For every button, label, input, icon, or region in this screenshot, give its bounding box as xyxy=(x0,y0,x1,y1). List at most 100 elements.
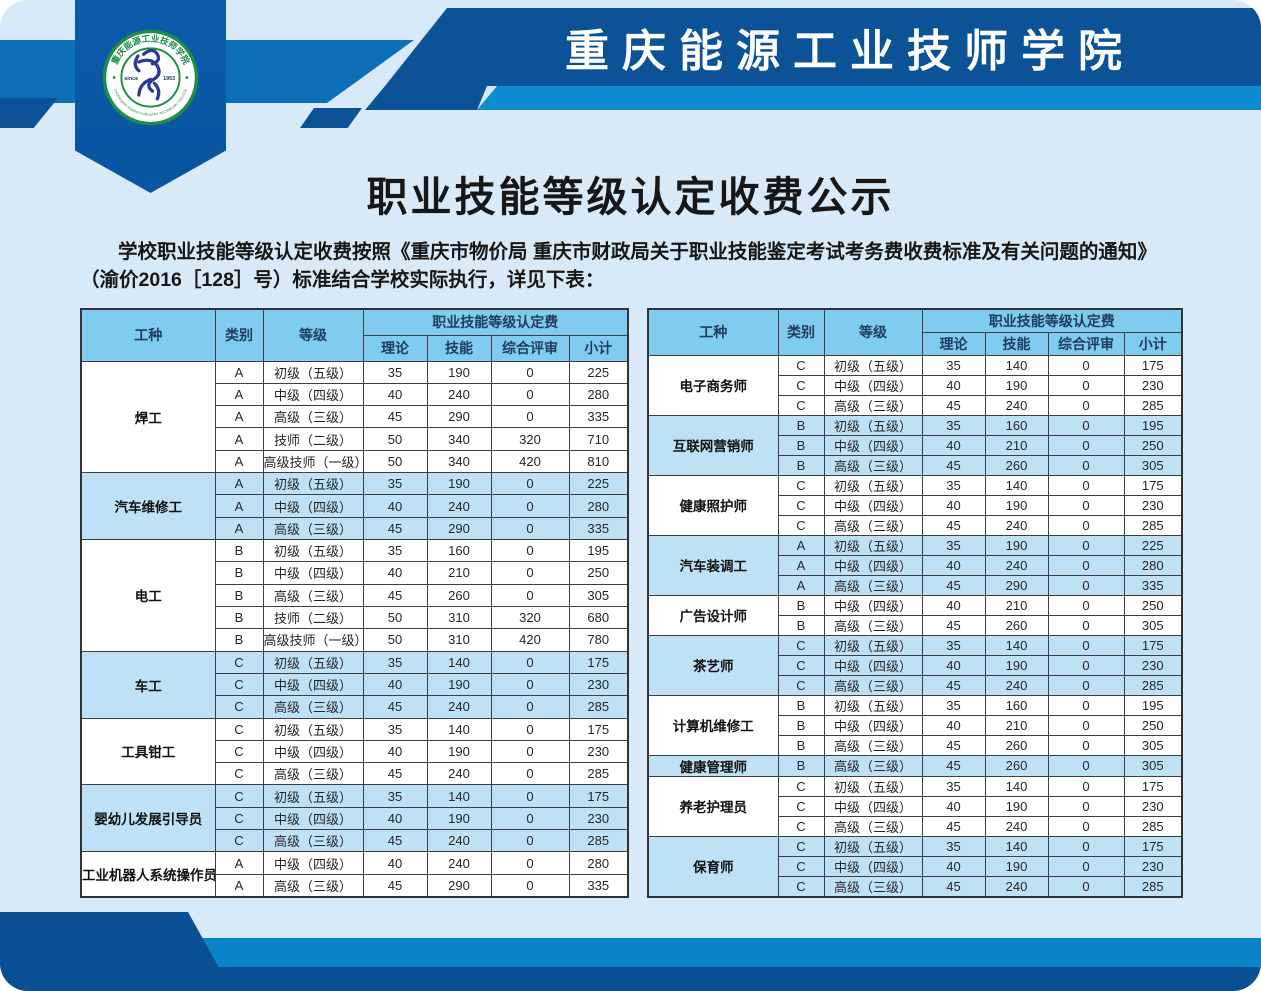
review-fee-cell: 0 xyxy=(1047,494,1125,516)
theory-fee-cell: 40 xyxy=(921,654,986,676)
subtotal-fee-cell: 335 xyxy=(568,405,629,429)
col-header-review: 综合评审 xyxy=(1047,331,1125,356)
theory-fee-cell: 35 xyxy=(362,360,428,384)
skill-fee-cell: 140 xyxy=(984,474,1049,496)
col-header-level: 等级 xyxy=(823,308,923,356)
category-cell: B xyxy=(777,614,825,636)
subtotal-fee-cell: 305 xyxy=(568,583,629,607)
category-cell: B xyxy=(214,605,264,630)
theory-fee-cell: 40 xyxy=(921,594,986,616)
category-cell: C xyxy=(214,762,264,786)
category-cell: C xyxy=(777,795,825,817)
category-cell: B xyxy=(214,538,264,563)
col-header-level: 等级 xyxy=(262,308,364,362)
review-fee-cell: 0 xyxy=(1047,775,1125,797)
theory-fee-cell: 50 xyxy=(362,628,428,652)
review-fee-cell: 0 xyxy=(490,561,570,585)
subtotal-fee-cell: 280 xyxy=(568,494,629,518)
subtotal-fee-cell: 225 xyxy=(1123,534,1183,556)
category-cell: C xyxy=(777,855,825,877)
subtotal-fee-cell: 280 xyxy=(1123,554,1183,576)
theory-fee-cell: 35 xyxy=(921,534,986,556)
level-cell: 高级（三级） xyxy=(262,516,364,541)
level-cell: 中级（四级） xyxy=(823,855,923,877)
level-cell: 技师（二级） xyxy=(262,427,364,451)
subtotal-fee-cell: 230 xyxy=(568,739,629,764)
fee-row: B 高级技师（一级） 50 310 420 780 xyxy=(81,628,629,652)
intro-line-2: （渝价2016［128］号）标准结合学校实际执行，详见下表： xyxy=(80,269,605,291)
skill-fee-cell: 310 xyxy=(426,628,492,652)
skill-fee-cell: 240 xyxy=(984,554,1049,576)
level-cell: 中级（四级） xyxy=(823,714,923,736)
subtotal-fee-cell: 285 xyxy=(1123,815,1183,837)
job-name-cell: 工业机器人系统操作员 xyxy=(80,851,216,897)
category-cell: C xyxy=(214,717,264,741)
subtotal-fee-cell: 230 xyxy=(1123,654,1183,676)
category-cell: C xyxy=(777,815,825,837)
skill-fee-cell: 190 xyxy=(984,795,1049,817)
review-fee-cell: 0 xyxy=(1047,394,1125,416)
subtotal-fee-cell: 250 xyxy=(568,561,629,585)
subtotal-fee-cell: 230 xyxy=(568,672,629,697)
category-cell: C xyxy=(214,784,264,808)
review-fee-cell: 0 xyxy=(1047,754,1125,777)
fee-row: A 中级（四级） 40 240 0 280 xyxy=(81,494,629,518)
review-fee-cell: 0 xyxy=(1047,654,1125,676)
theory-fee-cell: 45 xyxy=(362,695,428,719)
category-cell: B xyxy=(777,594,825,616)
fee-row: C 高级（三级） 45 240 0 285 xyxy=(81,762,629,786)
category-cell: C xyxy=(777,654,825,676)
review-fee-cell: 0 xyxy=(1047,414,1125,436)
skill-fee-cell: 190 xyxy=(984,534,1049,556)
review-fee-cell: 0 xyxy=(490,516,570,541)
review-fee-cell: 0 xyxy=(490,583,570,607)
job-name-cell: 电子商务师 xyxy=(647,354,779,416)
review-fee-cell: 0 xyxy=(1047,374,1125,396)
level-cell: 中级（四级） xyxy=(823,494,923,516)
fee-row: C 高级（三级） 45 240 0 285 xyxy=(81,695,629,719)
level-cell: 高级（三级） xyxy=(823,514,923,536)
category-cell: C xyxy=(777,674,825,696)
review-fee-cell: 0 xyxy=(490,405,570,429)
col-header-category: 类别 xyxy=(214,308,264,362)
fee-row: A 高级（三级） 45 290 0 335 xyxy=(81,516,629,541)
subtotal-fee-cell: 305 xyxy=(1123,754,1183,777)
fee-row: C 高级（三级） 45 240 0 285 xyxy=(648,815,1183,837)
col-header-category: 类别 xyxy=(777,308,825,356)
category-cell: C xyxy=(214,829,264,853)
subtotal-fee-cell: 305 xyxy=(1123,454,1183,476)
level-cell: 中级（四级） xyxy=(262,739,364,764)
category-cell: A xyxy=(214,851,264,875)
subtotal-fee-cell: 285 xyxy=(1123,674,1183,696)
fee-row: 健康管理师 B 高级（三级） 45 260 0 305 xyxy=(647,754,1183,777)
job-name-cell: 焊工 xyxy=(80,360,216,474)
col-header-skill: 技能 xyxy=(984,331,1049,356)
review-fee-cell: 0 xyxy=(1047,574,1125,596)
category-cell: B xyxy=(777,414,825,436)
review-fee-cell: 0 xyxy=(490,382,570,407)
subtotal-fee-cell: 175 xyxy=(568,717,629,741)
job-name-cell: 互联网营销师 xyxy=(647,414,779,476)
subtotal-fee-cell: 175 xyxy=(568,650,629,674)
subtotal-fee-cell: 250 xyxy=(1123,714,1183,736)
theory-fee-cell: 45 xyxy=(362,583,428,607)
skill-fee-cell: 210 xyxy=(984,434,1049,456)
fee-row: 汽车维修工 A 初级（五级） 35 190 0 225 xyxy=(80,472,629,540)
level-cell: 初级（五级） xyxy=(823,474,923,496)
category-cell: B xyxy=(777,454,825,476)
category-cell: C xyxy=(777,494,825,516)
level-cell: 高级（三级） xyxy=(262,762,364,786)
review-fee-cell: 0 xyxy=(1047,474,1125,496)
theory-fee-cell: 40 xyxy=(921,714,986,736)
skill-fee-cell: 240 xyxy=(984,674,1049,696)
header-small-chip-left xyxy=(0,98,58,128)
theory-fee-cell: 35 xyxy=(921,414,986,436)
header-cyan-strip-shape xyxy=(477,86,1261,110)
level-cell: 初级（五级） xyxy=(262,717,364,741)
subtotal-fee-cell: 285 xyxy=(568,762,629,786)
review-fee-cell: 0 xyxy=(1047,454,1125,476)
skill-fee-cell: 160 xyxy=(984,414,1049,436)
skill-fee-cell: 240 xyxy=(426,382,492,407)
level-cell: 高级技师（一级） xyxy=(262,449,364,474)
